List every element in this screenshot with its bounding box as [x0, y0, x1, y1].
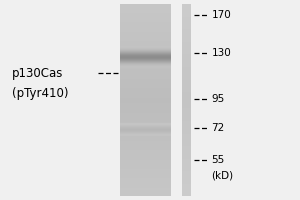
Text: (pTyr410): (pTyr410)	[12, 86, 68, 99]
Text: 95: 95	[212, 94, 225, 104]
Text: p130Cas: p130Cas	[12, 66, 63, 79]
Text: 72: 72	[212, 123, 225, 133]
Text: 130: 130	[212, 48, 231, 58]
Text: 170: 170	[212, 10, 231, 20]
Text: (kD): (kD)	[212, 170, 234, 180]
Text: 55: 55	[212, 155, 225, 165]
